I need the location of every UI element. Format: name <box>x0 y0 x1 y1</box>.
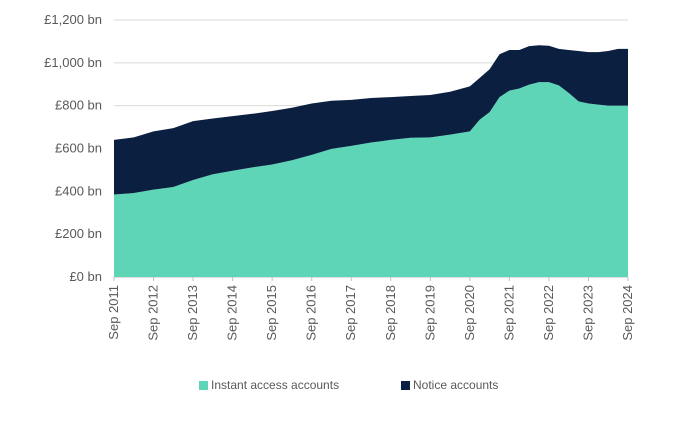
area-series <box>114 45 628 277</box>
y-tick-label: £800 bn <box>55 98 102 113</box>
x-tick-label: Sep 2019 <box>422 285 437 341</box>
area-instant-access-accounts <box>114 82 628 277</box>
area-notice-accounts <box>114 45 628 195</box>
x-tick-label: Sep 2023 <box>580 285 595 341</box>
y-tick-label: £1,200 bn <box>44 12 102 27</box>
y-tick-label: £0 bn <box>69 269 102 284</box>
y-tick-label: £1,000 bn <box>44 55 102 70</box>
x-tick-label: Sep 2022 <box>541 285 556 341</box>
x-tick-label: Sep 2012 <box>146 285 161 341</box>
x-tick-label: Sep 2017 <box>343 285 358 341</box>
y-tick-label: £400 bn <box>55 183 102 198</box>
x-tick-label: Sep 2014 <box>225 285 240 341</box>
legend-swatch <box>401 381 410 390</box>
legend-label: Notice accounts <box>413 378 498 392</box>
x-tick-label: Sep 2021 <box>501 285 516 341</box>
legend-label: Instant access accounts <box>211 378 339 392</box>
x-tick-label: Sep 2016 <box>304 285 319 341</box>
x-tick-label: Sep 2024 <box>620 285 635 341</box>
x-tick-label: Sep 2018 <box>383 285 398 341</box>
x-tick-label: Sep 2020 <box>462 285 477 341</box>
y-tick-label: £600 bn <box>55 141 102 156</box>
x-tick-label: Sep 2015 <box>264 285 279 341</box>
y-axis-ticks: £0 bn £200 bn £400 bn £600 bn £800 bn £1,000 … <box>44 12 102 284</box>
legend-swatch <box>199 381 208 390</box>
x-tick-label: Sep 2013 <box>185 285 200 341</box>
legend: Instant access accounts Notice accounts <box>199 378 498 392</box>
y-tick-label: £200 bn <box>55 226 102 241</box>
x-tick-label: Sep 2011 <box>106 285 121 340</box>
x-axis-ticks: Sep 2011 Sep 2012 Sep 2013 Sep 2014 Sep 2015… <box>106 277 635 341</box>
